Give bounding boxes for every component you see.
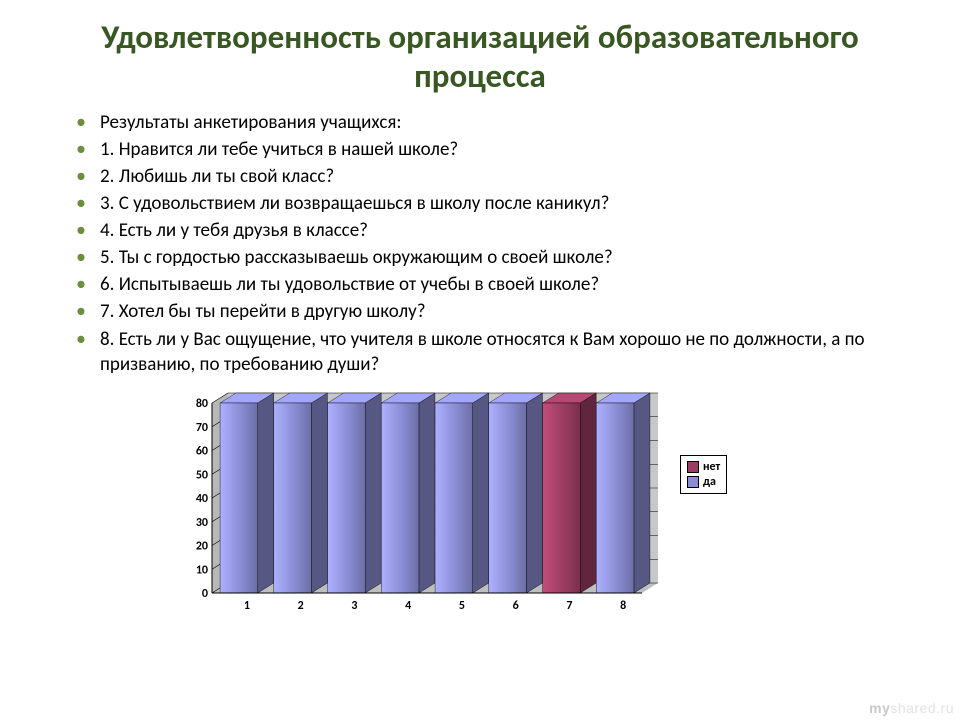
svg-text:0: 0 [202,587,208,601]
svg-text:1: 1 [244,599,250,613]
svg-text:7: 7 [566,599,572,613]
chart-svg: 0 10 20 30 40 50 60 70 80 1 2 3 4 5 6 7 8 [178,385,662,615]
svg-text:10: 10 [196,563,208,577]
list-item: 7. Хотел бы ты перейти в другую школу? [76,299,910,324]
list-item: 4. Есть ли у тебя друзья в классе? [76,218,910,243]
list-item: 6. Испытываешь ли ты удовольствие от уче… [76,272,910,297]
svg-text:6: 6 [513,599,519,613]
legend-swatch [687,461,699,473]
slide: Удовлетворенность организацией образоват… [0,0,960,720]
chart-area: 0 10 20 30 40 50 60 70 80 1 2 3 4 5 6 7 8 нетда [178,385,798,615]
svg-text:4: 4 [405,599,411,613]
list-item: 1. Нравится ли тебе учиться в нашей школ… [76,137,910,162]
bullet-list: Результаты анкетирования учащихся: 1. Нр… [76,110,910,377]
legend-swatch [687,476,699,488]
legend-item: да [687,475,720,489]
watermark-left: my [869,700,890,716]
list-item: 3. С удовольствием ли возвращаешься в шк… [76,191,910,216]
svg-text:80: 80 [196,397,208,411]
legend-item: нет [687,460,720,474]
chart-legend: нетда [680,455,727,494]
list-item: 5. Ты с гордостью рассказываешь окружающ… [76,245,910,270]
list-item: 2. Любишь ли ты свой класс? [76,164,910,189]
watermark: myshared.ru [869,700,954,716]
svg-text:60: 60 [196,444,208,458]
legend-label: нет [703,460,720,474]
svg-text:20: 20 [196,539,208,553]
svg-text:70: 70 [196,420,208,434]
watermark-right: shared.ru [890,700,954,716]
list-item: Результаты анкетирования учащихся: [76,110,910,135]
svg-text:30: 30 [196,515,208,529]
bar-chart-3d: 0 10 20 30 40 50 60 70 80 1 2 3 4 5 6 7 8 [178,385,662,615]
slide-title: Удовлетворенность организацией образоват… [50,18,910,96]
svg-text:8: 8 [620,599,626,613]
svg-text:50: 50 [196,468,208,482]
legend-label: да [703,475,716,489]
svg-text:5: 5 [459,599,465,613]
svg-text:2: 2 [298,599,304,613]
svg-text:40: 40 [196,492,208,506]
svg-text:3: 3 [351,599,357,613]
list-item: 8. Есть ли у Вас ощущение, что учителя в… [76,327,910,377]
